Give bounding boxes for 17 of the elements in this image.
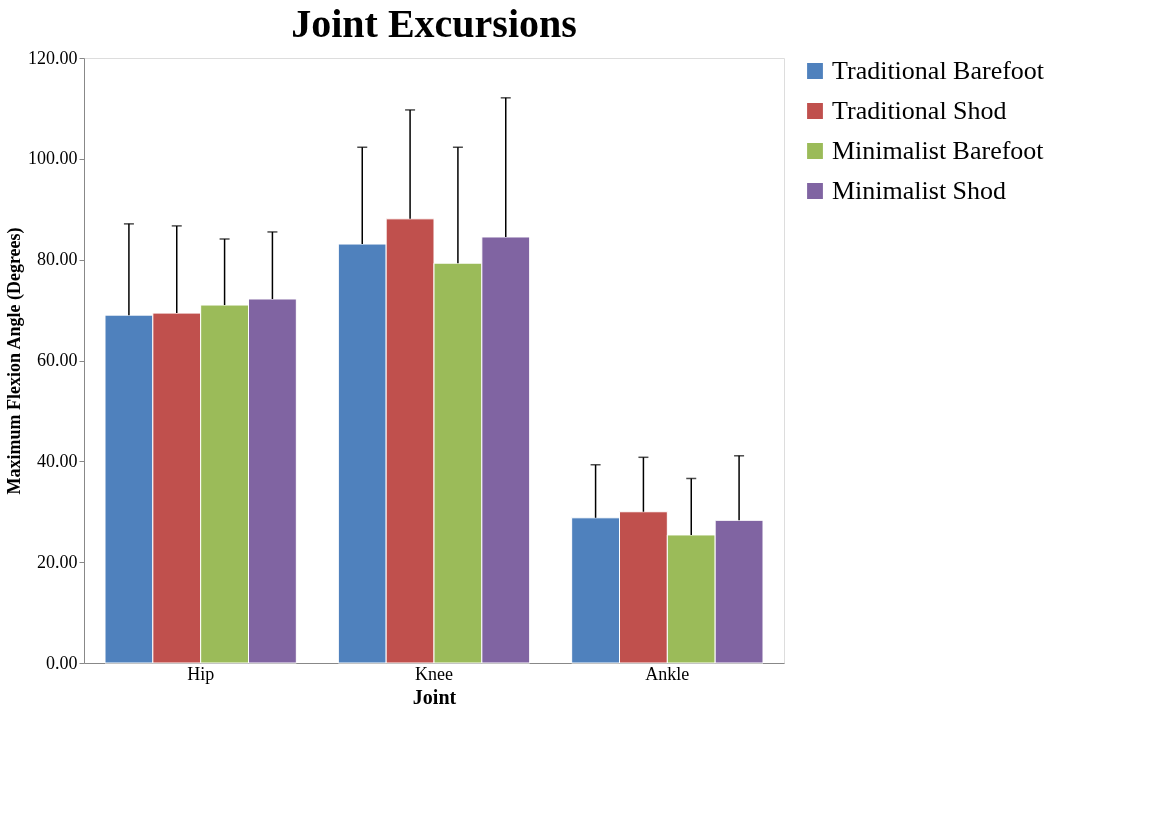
y-tick-label: 40.00	[37, 450, 78, 471]
y-tick-label: 20.00	[37, 551, 78, 572]
x-tick-label: Knee	[415, 663, 453, 684]
y-tick-label: 100.00	[28, 148, 78, 169]
y-tick-label: 0.00	[46, 652, 78, 673]
x-axis-title: Joint	[412, 685, 457, 708]
chart-title: Joint Excursions	[291, 1, 577, 46]
y-tick-label: 60.00	[37, 350, 78, 370]
y-tick-label: 120.00	[28, 47, 78, 68]
legend-label: Minimalist Shod	[832, 176, 1007, 205]
y-axis-title: Maximum Flexion Angle (Degrees)	[4, 227, 25, 495]
y-tick-label: 80.00	[37, 249, 78, 270]
x-tick-label: Hip	[187, 663, 215, 684]
x-tick-label: Ankle	[645, 663, 690, 684]
legend-label: Traditional Barefoot	[832, 56, 1045, 85]
legend-label: Traditional Shod	[832, 96, 1007, 125]
legend-label: Minimalist Barefoot	[832, 136, 1045, 165]
